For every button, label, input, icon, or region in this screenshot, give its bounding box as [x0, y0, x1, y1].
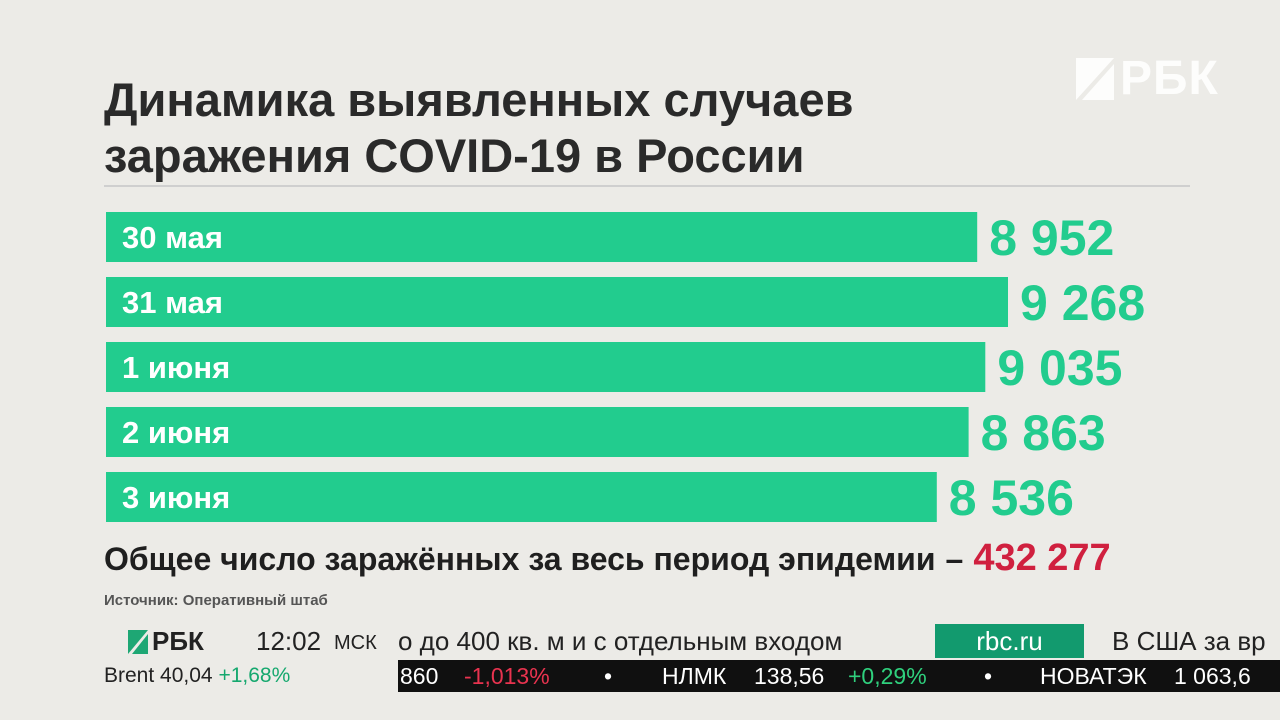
rbc-logo-text: РБК: [1120, 52, 1219, 105]
ticker-site: rbc.ru: [935, 624, 1084, 658]
bar-category-label-1: 31 мая: [122, 285, 223, 320]
stock-2-value: 1 063,6: [1174, 663, 1251, 689]
total-label: Общее число заражённых за весь период эп…: [104, 541, 936, 577]
ticker-logo: РБК: [128, 626, 204, 657]
ticker-time: 12:02: [256, 626, 322, 656]
bar-value-label-2: 9 035: [997, 340, 1122, 396]
chart-title-line-1: Динамика выявленных случаев: [104, 73, 854, 126]
bar-category-label-3: 2 июня: [122, 415, 230, 450]
bar-value-label-1: 9 268: [1020, 275, 1145, 331]
bar-1: [106, 277, 1008, 327]
ticker-logo-mark-icon: [128, 629, 148, 654]
stock-0-change: -1,013%: [464, 663, 550, 689]
total-value: 432 277: [973, 537, 1111, 579]
stock-2-name: НОВАТЭК: [1040, 663, 1147, 689]
bar-category-label-4: 3 июня: [122, 480, 230, 515]
chart-title-line-2: заражения COVID-19 в России: [104, 129, 805, 182]
stock-1-change: +0,29%: [848, 663, 927, 689]
chart-title: Динамика выявленных случаев заражения CO…: [104, 72, 1104, 184]
source-note: Источник: Оперативный штаб: [104, 592, 328, 609]
bar-0: [106, 212, 978, 262]
market-ticker: Brent 40,04 +1,68% 860 -1,013% • НЛМК 13…: [0, 660, 1280, 694]
stock-separator-icon: •: [984, 663, 993, 689]
bar-category-label-0: 30 мая: [122, 220, 223, 255]
stock-1-value: 138,56: [754, 663, 825, 689]
bar-value-label-3: 8 863: [981, 405, 1106, 461]
rbc-logo: РБК: [1076, 52, 1219, 105]
brent-change: +1,68%: [218, 664, 291, 687]
total-cases: Общее число заражённых за весь период эп…: [104, 536, 1111, 581]
brent-label: Brent 40,04: [104, 664, 213, 687]
brent-quote: Brent 40,04 +1,68%: [104, 664, 290, 688]
ticker-logo-text: РБК: [152, 626, 204, 656]
bar-category-label-2: 1 июня: [122, 350, 230, 385]
stock-strip: 860 -1,013% • НЛМК 138,56 +0,29% • НОВАТ…: [398, 660, 1280, 692]
bar-2: [106, 342, 986, 392]
news-ticker: РБК 12:02 МСК о до 400 кв. м и с отдельн…: [0, 624, 1280, 660]
bar-3: [106, 407, 969, 457]
rbc-logo-mark-icon: [1076, 58, 1114, 100]
ticker-headline: о до 400 кв. м и с отдельным входом: [398, 626, 843, 656]
stock-1-name: НЛМК: [662, 663, 727, 689]
bar-4: [106, 472, 937, 522]
ticker-headline-2: В США за вр: [1112, 626, 1266, 656]
ticker-timezone: МСК: [334, 632, 377, 654]
stock-separator-icon: •: [604, 663, 613, 689]
bar-value-label-0: 8 952: [989, 210, 1114, 266]
bar-chart: 30 мая 8 952 31 мая 9 268 1 июня 9 035 2 июня 8…: [106, 210, 1145, 526]
bar-value-label-4: 8 536: [949, 470, 1074, 526]
title-divider: [104, 185, 1190, 187]
stock-0-value: 860: [400, 663, 439, 689]
total-separator: –: [945, 541, 964, 577]
